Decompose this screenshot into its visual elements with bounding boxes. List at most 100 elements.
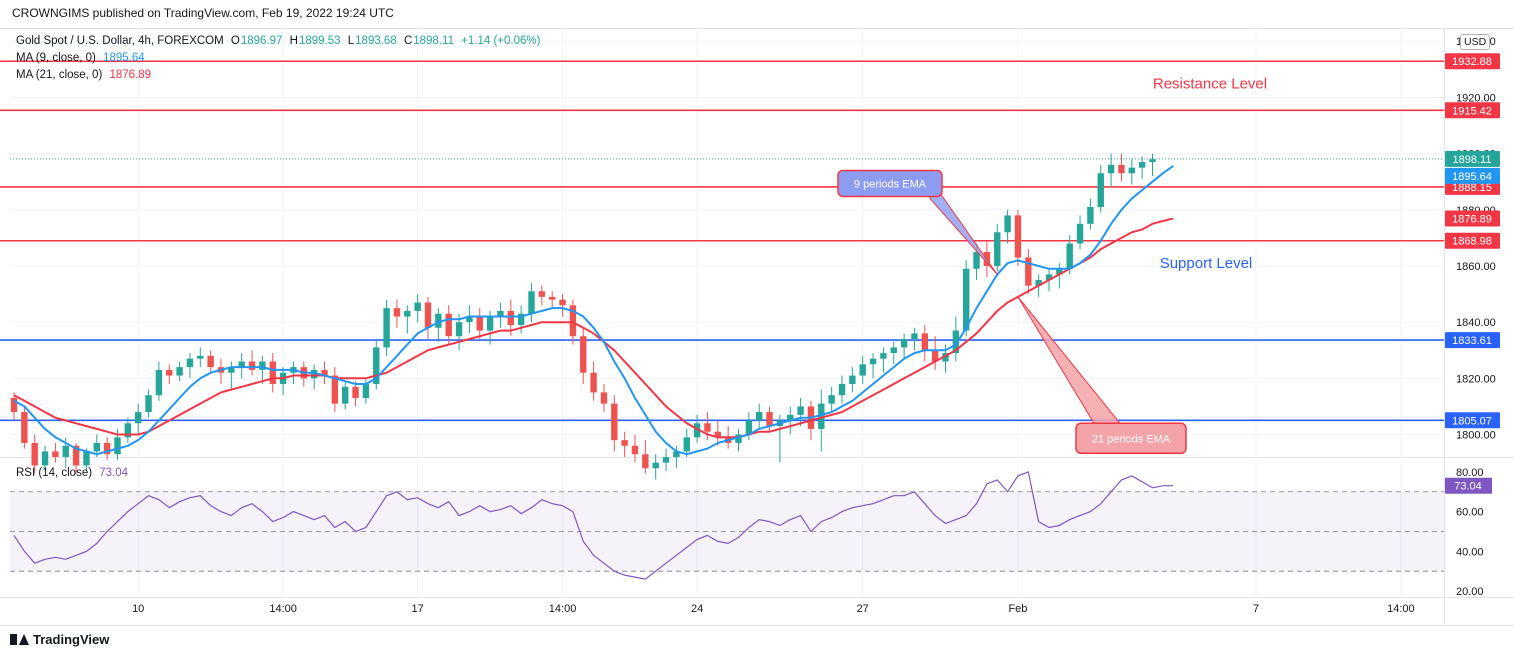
candle-body [342,386,349,404]
candle-body [600,392,608,404]
candle-body [1149,159,1156,163]
rsi-label: RSI (14, close) [16,467,93,479]
ma9-line [13,165,1174,456]
candle-body [693,423,701,438]
candle-body [145,395,152,413]
low-label: L [347,35,355,47]
currency-badge[interactable]: USD [1460,34,1491,50]
rsi-tag-bg [1445,477,1492,494]
time-tick-label: 7 [1253,603,1259,615]
candle-body [166,369,173,376]
candle-body [590,372,597,393]
ma21-value: 1876.89 [109,69,152,81]
ma21-legend: MA (21, close, 0) 1876.89 [16,69,155,81]
candle-body [1035,280,1042,286]
candle-body [103,442,111,455]
price-tick-label: 1920.00 [1456,92,1496,104]
price-level-tag: 1888.15 [1452,182,1492,194]
candle-body [1066,243,1073,269]
candle-body [41,451,49,466]
candle-body [414,302,421,311]
candle-body [745,420,753,435]
candle-body [331,375,339,404]
candle-body [1128,167,1135,174]
candle-body [952,330,960,354]
price-level-tag-bg [1445,53,1500,70]
candle-body [890,347,897,354]
price-level-tag-bg [1445,412,1500,429]
candle-body [207,355,214,368]
price-levels [0,60,1444,422]
candle-body [859,364,866,376]
candle-body [994,232,1001,266]
candle-body [507,310,514,325]
low-value: 1893.68 [355,35,397,47]
ema9-callout-box [837,169,943,198]
ma21-tag: 1876.89 [1452,214,1492,226]
candle-body [517,313,525,325]
candle-body [21,412,28,443]
candle-body [652,462,659,469]
symbol-legend: Gold Spot / U.S. Dollar, 4h, FOREXCOM O1… [16,35,544,47]
candle-body [1087,206,1094,224]
candle-body [1025,257,1032,286]
grid [0,28,1514,626]
price-level-tag-bg [1445,232,1500,249]
candle-body [197,355,204,359]
candle-body [838,383,846,396]
ema21-pointer [1017,296,1122,424]
time-tick-label: 14:00 [1387,603,1415,615]
candle-body [942,353,949,362]
rsi-tag: 73.04 [1454,481,1482,493]
candle-body [383,308,390,348]
high-value: 1899.53 [298,35,341,47]
axes: 1800.001820.001840.001860.001880.001900.… [132,36,1500,615]
close-label: C [403,35,413,47]
candle-body [828,395,835,404]
ma9-tag: 1895.64 [1452,171,1492,183]
price-level-tag: 1915.42 [1452,105,1492,117]
time-tick-label: 17 [412,603,424,615]
price-level-tag: 1932.88 [1452,56,1492,68]
candle-body [114,437,121,455]
candle-body [62,445,69,457]
rsi-value: 73.04 [99,467,129,479]
candle-body [486,316,494,331]
candle-body [973,251,980,269]
candle-body [135,412,142,424]
candle-body [393,308,401,317]
rsi-tick-label: 60.00 [1456,507,1484,519]
candle-body [52,451,59,457]
time-tick-label: Feb [1008,603,1027,615]
candle-body [921,333,928,351]
change-value: +1.14 (+0.06%) [461,35,541,47]
ema9-callout-label: 9 periods EMA [854,178,927,190]
price-level-tag: 1833.61 [1452,335,1492,347]
candle-body [642,454,649,469]
candle-body [1014,215,1022,258]
candle-body [797,406,804,415]
candle-body [683,437,690,452]
time-tick-label: 24 [691,603,703,615]
candle-body [362,383,370,399]
candle-body [621,440,628,446]
last-price-tag: 1898.11 [1453,154,1492,166]
candle-body [880,353,887,359]
candle-body [466,316,473,323]
candle-body [321,369,328,376]
candle-body [248,361,256,370]
candle-body [900,339,908,348]
candle-body [1118,164,1125,174]
rsi-pane [10,471,1444,580]
support-label: Support Level [1160,255,1253,272]
rsi-tick-label: 20.00 [1456,586,1484,598]
tradingview-logo-icon [10,634,29,645]
candle-body [787,414,794,421]
candle-body [931,350,939,362]
candle-body [124,423,132,438]
candle-body [1056,268,1063,275]
ema21-callout-box [1075,422,1187,455]
candle-body [766,412,773,427]
candle-body [31,442,38,466]
